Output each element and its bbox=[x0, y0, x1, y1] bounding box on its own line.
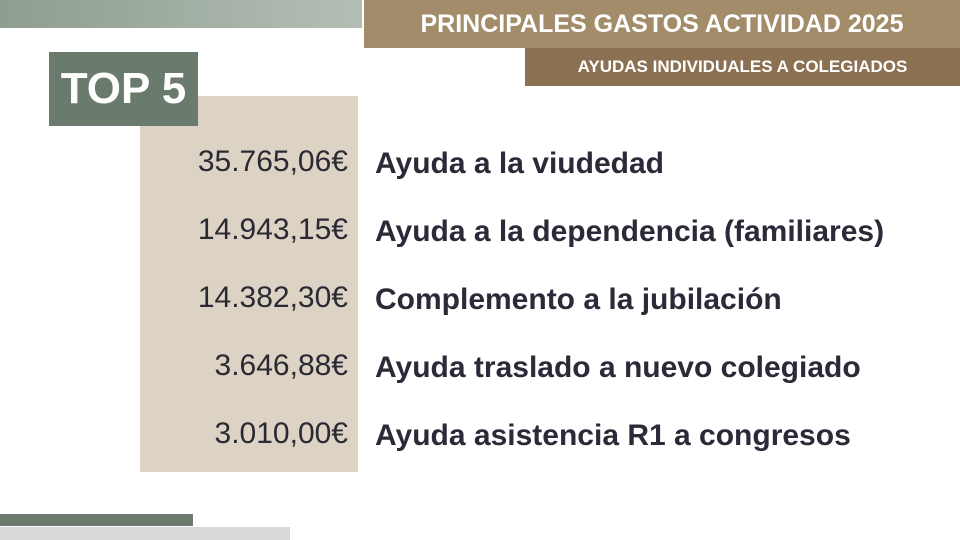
amount: 3.010,00€ bbox=[214, 417, 348, 450]
item-label: Ayuda a la dependencia (familiares) bbox=[375, 215, 885, 248]
decor-bar bbox=[0, 527, 290, 540]
amount: 3.646,88€ bbox=[214, 349, 348, 382]
amount: 14.943,15€ bbox=[197, 213, 348, 246]
title: PRINCIPALES GASTOS ACTIVIDAD 2025 bbox=[364, 0, 960, 48]
item-label: Ayuda traslado a nuevo colegiado bbox=[375, 351, 861, 384]
badge: TOP 5 bbox=[49, 52, 198, 126]
decor-bar bbox=[0, 514, 193, 526]
amount: 14.382,30€ bbox=[197, 281, 348, 314]
item-label: Ayuda a la viudedad bbox=[375, 147, 664, 180]
item-label: Ayuda asistencia R1 a congresos bbox=[375, 419, 851, 452]
item-label: Complemento a la jubilación bbox=[375, 283, 782, 316]
subtitle: AYUDAS INDIVIDUALES A COLEGIADOS bbox=[525, 48, 960, 86]
amount-panel bbox=[140, 96, 358, 472]
amount: 35.765,06€ bbox=[197, 145, 348, 178]
decor-bar bbox=[0, 0, 362, 28]
